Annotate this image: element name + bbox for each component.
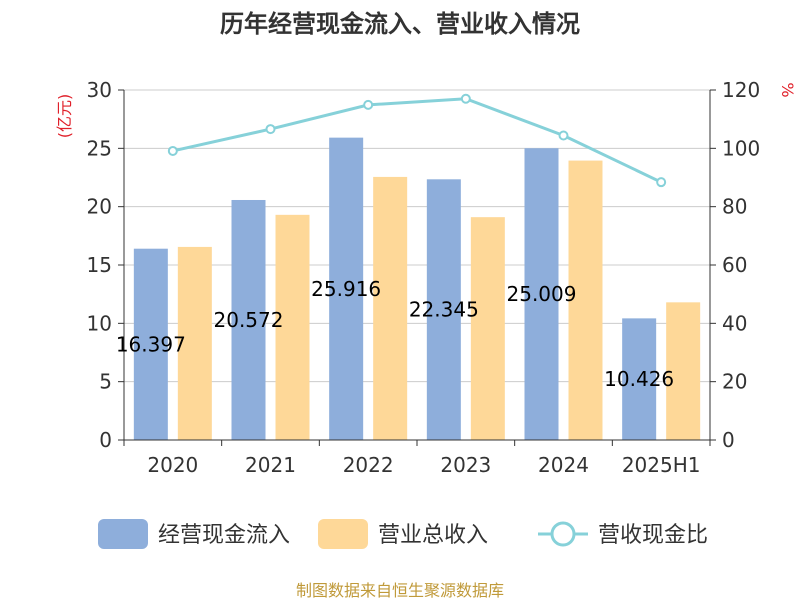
- legend-swatch: [318, 519, 368, 549]
- bar-value-label: 22.345: [409, 298, 479, 322]
- right-tick-label: 40: [722, 311, 747, 335]
- legend-swatch: [98, 519, 148, 549]
- bar: [177, 246, 212, 440]
- legend-label: 营收现金比: [598, 523, 708, 548]
- ratio-point: [363, 99, 374, 110]
- x-tick-label: 2022: [343, 453, 394, 477]
- line-layer: [167, 93, 667, 188]
- left-tick-label: 25: [87, 136, 112, 160]
- left-tick-label: 5: [99, 370, 112, 394]
- x-tick-label: 2023: [440, 453, 491, 477]
- left-tick-label: 15: [87, 253, 112, 277]
- left-tick-label: 10: [87, 311, 112, 335]
- right-tick-label: 80: [722, 195, 747, 219]
- x-tick-label: 2024: [538, 453, 589, 477]
- legend-marker: [550, 521, 576, 547]
- source-note: 制图数据来自恒生聚源数据库: [296, 581, 504, 600]
- bar-layer: [133, 137, 701, 441]
- bar: [133, 248, 168, 440]
- right-tick-label: 20: [722, 370, 747, 394]
- legend-label: 营业总收入: [378, 523, 488, 548]
- right-tick-label: 60: [722, 253, 747, 277]
- right-axis-unit: %: [778, 82, 797, 97]
- bar-value-label: 25.009: [507, 282, 577, 306]
- right-tick-label: 120: [722, 78, 760, 102]
- bar-label-layer: 16.397 20.572 25.916 22.345 25.009 10.426: [116, 277, 674, 391]
- right-tick-label: 100: [722, 136, 760, 160]
- ratio-point: [656, 177, 667, 188]
- bar: [568, 160, 603, 441]
- ratio-point: [265, 124, 276, 135]
- legend-label: 经营现金流入: [158, 523, 290, 548]
- bar: [622, 318, 657, 440]
- left-axis-unit: (亿元): [55, 94, 74, 139]
- ratio-point: [460, 93, 471, 104]
- bar: [373, 176, 408, 440]
- chart-title: 历年经营现金流入、营业收入情况: [220, 10, 580, 38]
- bar: [470, 217, 505, 440]
- bar-value-label: 10.426: [604, 367, 674, 391]
- bar-value-label: 25.916: [311, 277, 381, 301]
- x-tick-label: 2021: [245, 453, 296, 477]
- bar: [231, 199, 266, 440]
- bar: [275, 214, 310, 440]
- ratio-point: [167, 145, 178, 156]
- left-tick-label: 30: [87, 78, 112, 102]
- x-tick-label: 2025H1: [622, 453, 701, 477]
- left-tick-label: 20: [87, 195, 112, 219]
- bar-value-label: 16.397: [116, 332, 186, 356]
- legend: 经营现金流入 营业总收入 营收现金比: [98, 519, 708, 549]
- bar: [329, 137, 364, 440]
- axis-layer: 0 5 10 15 20 25 30 0 20 40 60 80 100 120 2020 2021 2022 2…: [87, 78, 761, 477]
- grid-layer: [124, 89, 710, 441]
- bar: [426, 179, 461, 440]
- ratio-point: [558, 130, 569, 141]
- bar: [666, 302, 701, 440]
- x-tick-label: 2020: [147, 453, 198, 477]
- left-tick-label: 0: [99, 428, 112, 452]
- bar-value-label: 20.572: [214, 308, 284, 332]
- right-tick-label: 0: [722, 428, 735, 452]
- ratio-line: [172, 97, 662, 184]
- bar: [524, 148, 559, 440]
